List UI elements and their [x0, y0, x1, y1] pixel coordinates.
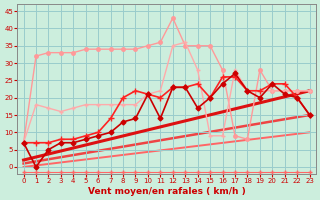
X-axis label: Vent moyen/en rafales ( km/h ): Vent moyen/en rafales ( km/h ) [88, 187, 245, 196]
